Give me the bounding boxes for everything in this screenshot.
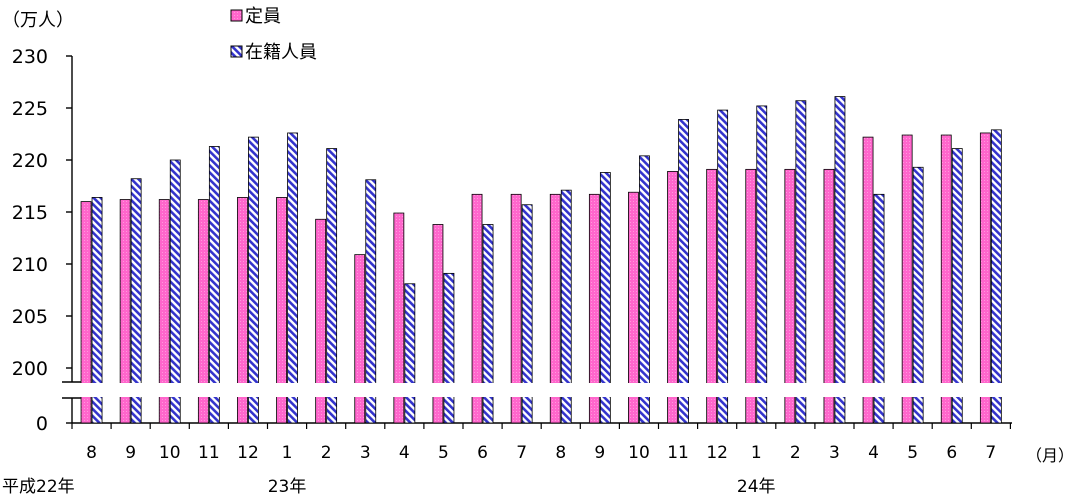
x-tick-label: 5 bbox=[438, 443, 449, 463]
bar-zaiseki bbox=[482, 224, 494, 424]
bar-teiin bbox=[237, 197, 248, 424]
x-tick-label: 2 bbox=[321, 443, 332, 463]
bar-teiin bbox=[315, 218, 327, 424]
bar-teiin bbox=[197, 199, 209, 424]
x-tick-label: 11 bbox=[667, 443, 689, 463]
legend: 定員 在籍人員 bbox=[230, 6, 317, 63]
bar-zaiseki bbox=[326, 148, 338, 424]
bar-zaiseki bbox=[208, 146, 220, 424]
bar-zaiseki bbox=[443, 272, 455, 424]
bar-zaiseki bbox=[365, 179, 377, 424]
y-tick-label: 0 bbox=[36, 413, 48, 435]
x-tick-label: 6 bbox=[946, 443, 957, 463]
bar-zaiseki bbox=[599, 172, 611, 424]
year-label: 24年 bbox=[737, 477, 776, 497]
y-tick-label: 220 bbox=[12, 150, 48, 172]
bar-zaiseki bbox=[521, 204, 533, 424]
legend-swatch-zaiseki bbox=[230, 45, 243, 58]
bar-teiin bbox=[706, 168, 718, 424]
bar-zaiseki bbox=[287, 132, 298, 424]
bar-zaiseki bbox=[834, 96, 846, 424]
legend-swatch-teiin bbox=[230, 9, 243, 22]
x-tick-label: 3 bbox=[829, 443, 840, 463]
bar-teiin bbox=[588, 193, 600, 424]
bar-teiin bbox=[471, 193, 483, 424]
bar-teiin bbox=[432, 224, 444, 424]
bar-zaiseki bbox=[404, 283, 416, 424]
x-tick-label: 8 bbox=[555, 443, 566, 463]
y-tick-label: 210 bbox=[12, 254, 48, 276]
x-tick-label: 4 bbox=[868, 443, 879, 463]
bar-zaiseki bbox=[678, 119, 689, 424]
bar-teiin bbox=[940, 134, 952, 424]
x-tick-label: 11 bbox=[198, 443, 220, 463]
bar-zaiseki bbox=[873, 193, 885, 424]
y-tick-label: 225 bbox=[12, 98, 48, 120]
bar-teiin bbox=[784, 168, 796, 424]
bar-teiin bbox=[979, 132, 991, 424]
legend-label-teiin: 定員 bbox=[245, 6, 281, 27]
bar-zaiseki bbox=[990, 129, 1002, 424]
bar-zaiseki bbox=[639, 155, 650, 424]
x-tick-label: 9 bbox=[594, 443, 605, 463]
bar-teiin bbox=[119, 199, 131, 424]
x-tick-label: 4 bbox=[399, 443, 410, 463]
bar-teiin bbox=[823, 168, 835, 424]
bar-teiin bbox=[158, 199, 170, 424]
x-tick-label: 2 bbox=[790, 443, 801, 463]
y-tick-label: 230 bbox=[12, 46, 48, 68]
bar-teiin bbox=[745, 168, 757, 424]
x-tick-label: 10 bbox=[159, 443, 181, 463]
bar-teiin bbox=[354, 254, 366, 424]
bar-zaiseki bbox=[560, 189, 572, 424]
bar-teiin bbox=[510, 193, 522, 424]
bar-teiin bbox=[628, 191, 639, 424]
x-unit-label: （月） bbox=[1026, 446, 1072, 465]
y-tick-label: 200 bbox=[12, 358, 48, 380]
bar-teiin bbox=[862, 136, 874, 424]
x-tick-label: 8 bbox=[86, 443, 97, 463]
x-tick-label: 12 bbox=[706, 443, 728, 463]
x-tick-label: 6 bbox=[477, 443, 488, 463]
bar-teiin bbox=[393, 212, 405, 424]
bar-zaiseki bbox=[130, 178, 142, 424]
bar-zaiseki bbox=[169, 159, 181, 424]
axis-break-band bbox=[76, 383, 1016, 397]
x-tick-label: 5 bbox=[907, 443, 918, 463]
x-tick-label: 12 bbox=[237, 443, 259, 463]
bar-zaiseki bbox=[951, 148, 963, 424]
bar-zaiseki bbox=[795, 100, 807, 424]
bar-teiin bbox=[80, 201, 92, 424]
y-tick-label: 205 bbox=[12, 306, 48, 328]
year-label: 23年 bbox=[268, 477, 307, 497]
year-label: 平成22年 bbox=[2, 477, 75, 497]
x-tick-label: 7 bbox=[516, 443, 527, 463]
y-unit-label: （万人） bbox=[2, 10, 74, 31]
bar-zaiseki bbox=[248, 136, 259, 424]
y-tick-label: 215 bbox=[12, 202, 48, 224]
bar-teiin bbox=[667, 171, 678, 424]
legend-label-zaiseki: 在籍人員 bbox=[245, 42, 317, 63]
bar-zaiseki bbox=[91, 197, 103, 424]
x-tick-label: 1 bbox=[282, 443, 293, 463]
x-tick-label: 7 bbox=[985, 443, 996, 463]
bar-teiin bbox=[276, 197, 287, 424]
x-tick-label: 9 bbox=[125, 443, 136, 463]
x-tick-label: 10 bbox=[628, 443, 650, 463]
bar-zaiseki bbox=[717, 109, 729, 424]
bar-zaiseki bbox=[912, 166, 924, 424]
bar-teiin bbox=[901, 134, 913, 424]
bar-teiin bbox=[549, 193, 561, 424]
x-tick-label: 3 bbox=[360, 443, 371, 463]
x-tick-label: 1 bbox=[751, 443, 762, 463]
bar-zaiseki bbox=[756, 105, 768, 424]
